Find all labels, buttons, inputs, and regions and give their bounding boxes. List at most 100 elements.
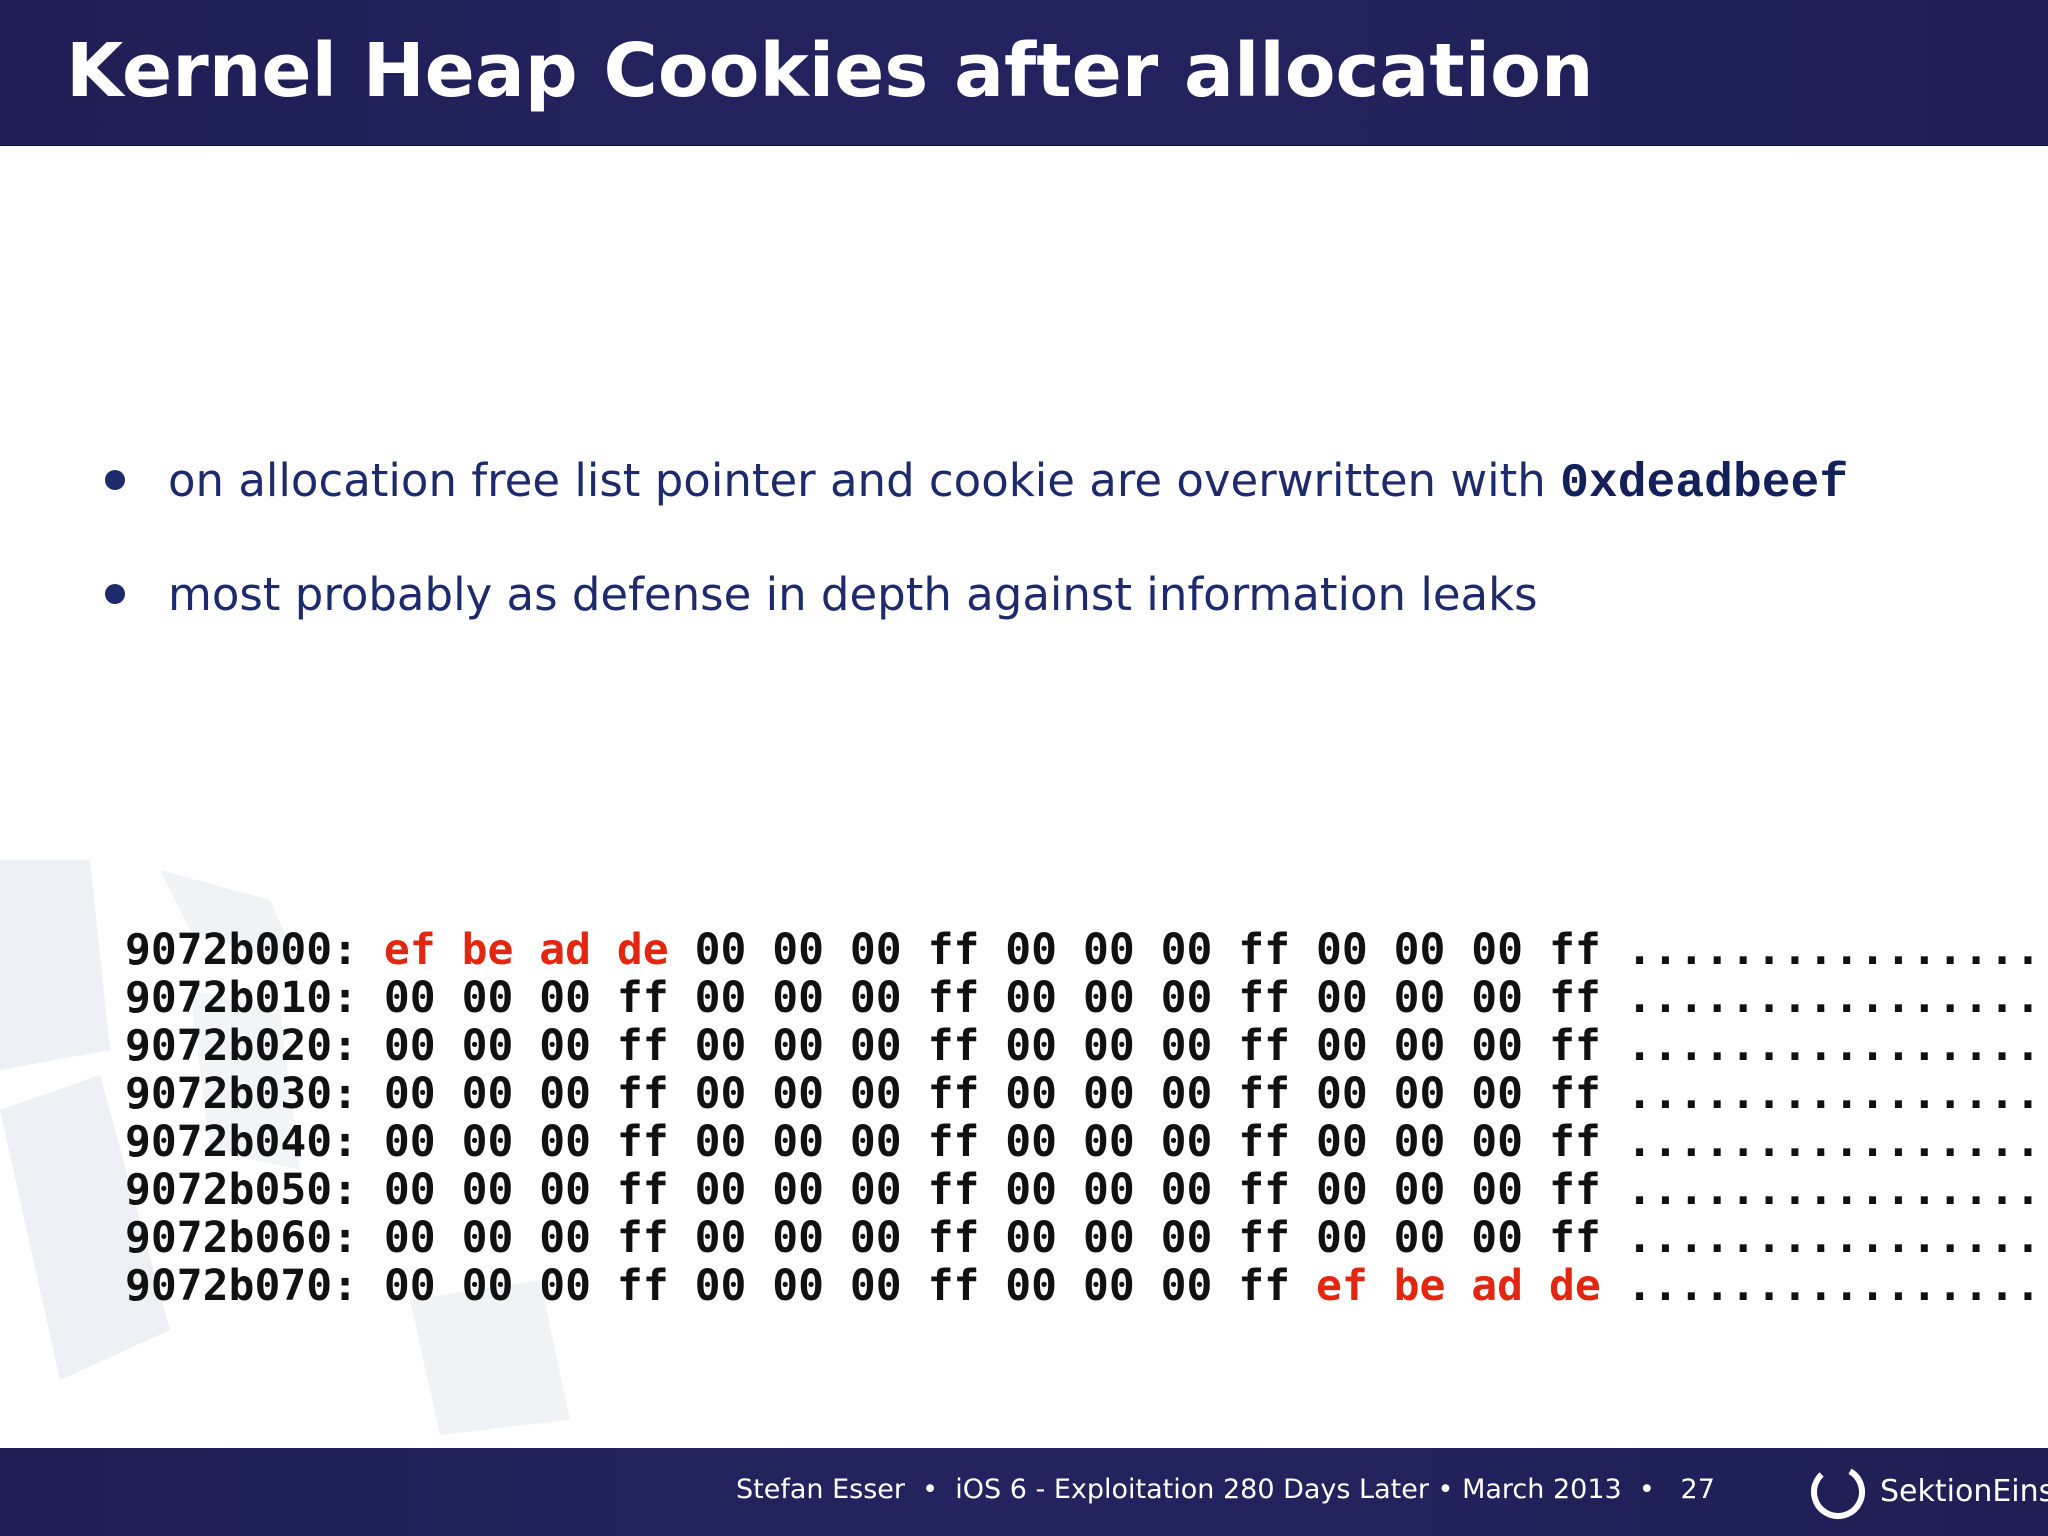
sektioneins-logo: SektionEins: [1808, 1460, 2048, 1524]
hex-byte: 00: [1471, 925, 1524, 975]
hex-byte: ff: [927, 1117, 980, 1167]
hex-byte: 00: [772, 1261, 825, 1311]
hex-byte: ff: [927, 973, 980, 1023]
hex-byte: 00: [772, 973, 825, 1023]
hex-byte: 00: [1160, 1261, 1213, 1311]
hex-byte: ef: [1315, 1261, 1368, 1311]
hex-byte: 00: [539, 1021, 592, 1071]
hex-byte: ff: [927, 1021, 980, 1071]
hex-byte: ff: [616, 1165, 669, 1215]
hex-byte: 00: [694, 1213, 747, 1263]
hex-byte: 00: [1315, 1165, 1368, 1215]
hex-byte: 00: [849, 1117, 902, 1167]
hex-byte: ff: [1548, 1213, 1601, 1263]
hex-byte: ff: [1548, 1069, 1601, 1119]
hex-row: 9072b040: 00 00 00 ff 00 00 00 ff 00 00 …: [125, 1118, 2041, 1166]
hex-byte: 00: [461, 1165, 514, 1215]
hex-byte: 00: [383, 1213, 436, 1263]
hex-byte: 00: [1471, 1165, 1524, 1215]
bullet-text: on allocation free list pointer and cook…: [168, 445, 1848, 520]
hex-address: 9072b040:: [125, 1117, 358, 1167]
hex-byte: 00: [772, 1165, 825, 1215]
hex-byte: 00: [849, 1213, 902, 1263]
hex-byte: ff: [927, 1261, 980, 1311]
hex-byte: de: [1548, 1261, 1601, 1311]
background-decoration-shapes: [0, 860, 570, 1435]
hex-address: 9072b000:: [125, 925, 358, 975]
hex-byte: 00: [772, 1021, 825, 1071]
hex-row: 9072b010: 00 00 00 ff 00 00 00 ff 00 00 …: [125, 974, 2041, 1022]
hex-byte: 00: [1082, 1069, 1135, 1119]
hex-byte: 00: [461, 1213, 514, 1263]
hex-byte: ff: [1238, 1021, 1291, 1071]
slide-title: Kernel Heap Cookies after allocation: [66, 28, 1594, 114]
hex-byte: 00: [772, 1069, 825, 1119]
footer-talk-title: iOS 6 - Exploitation 280 Days Later: [955, 1474, 1429, 1505]
hex-byte: ff: [1548, 925, 1601, 975]
hex-byte: 00: [849, 1069, 902, 1119]
hex-byte: 00: [1005, 1021, 1058, 1071]
hex-row: 9072b060: 00 00 00 ff 00 00 00 ff 00 00 …: [125, 1214, 2041, 1262]
hex-byte: 00: [461, 1069, 514, 1119]
bullet-icon: [105, 584, 125, 604]
hex-byte: 00: [1315, 973, 1368, 1023]
hex-dump: 9072b000: ef be ad de 00 00 00 ff 00 00 …: [125, 926, 2041, 1310]
hex-address: 9072b050:: [125, 1165, 358, 1215]
hex-byte: 00: [1393, 925, 1446, 975]
page-number: 27: [1680, 1474, 1715, 1505]
hex-row: 9072b070: 00 00 00 ff 00 00 00 ff 00 00 …: [125, 1262, 2041, 1310]
hex-ascii: ................: [1626, 1021, 2041, 1071]
hex-byte: 00: [383, 973, 436, 1023]
hex-byte: ff: [927, 925, 980, 975]
hex-byte: 00: [1082, 1117, 1135, 1167]
footer-text: Stefan Esser • iOS 6 - Exploitation 280 …: [736, 1468, 1715, 1512]
hex-byte: 00: [383, 1069, 436, 1119]
slide-header: Kernel Heap Cookies after allocation: [0, 0, 2048, 146]
hex-byte: 00: [1082, 1165, 1135, 1215]
hex-byte: 00: [1082, 1261, 1135, 1311]
hex-byte: 00: [1160, 1069, 1213, 1119]
hex-byte: 00: [1471, 1021, 1524, 1071]
hex-byte: ff: [1238, 1261, 1291, 1311]
hex-byte: de: [616, 925, 669, 975]
hex-ascii: ................: [1626, 1117, 2041, 1167]
bullet-list: on allocation free list pointer and cook…: [100, 445, 2000, 673]
hex-byte: 00: [1393, 1213, 1446, 1263]
hex-byte: ff: [616, 1069, 669, 1119]
hex-byte: be: [1393, 1261, 1446, 1311]
hex-byte: 00: [849, 1021, 902, 1071]
footer-separator: •: [1638, 1474, 1655, 1505]
hex-byte: 00: [1315, 1021, 1368, 1071]
hex-byte: 00: [1005, 1069, 1058, 1119]
deadbeef-code: 0xdeadbeef: [1560, 457, 1849, 511]
hex-byte: 00: [461, 1021, 514, 1071]
bullet-text: most probably as defense in depth agains…: [168, 568, 1538, 621]
hex-byte: 00: [539, 1165, 592, 1215]
hex-ascii: ................: [1626, 1213, 2041, 1263]
footer-separator: •: [922, 1474, 939, 1505]
hex-byte: 00: [539, 973, 592, 1023]
hex-byte: 00: [1471, 973, 1524, 1023]
hex-address: 9072b010:: [125, 973, 358, 1023]
bullet-icon: [105, 470, 125, 490]
footer-separator: •: [1437, 1474, 1454, 1505]
hex-byte: ff: [616, 1213, 669, 1263]
hex-byte: 00: [1471, 1117, 1524, 1167]
bullet-item-2: most probably as defense in depth agains…: [100, 559, 2000, 673]
hex-byte: ff: [927, 1165, 980, 1215]
hex-ascii: ................: [1626, 1261, 2041, 1311]
hex-byte: ff: [616, 973, 669, 1023]
hex-byte: ff: [616, 1261, 669, 1311]
hex-ascii: ................: [1626, 925, 2041, 975]
hex-byte: ff: [1548, 1021, 1601, 1071]
hex-byte: 00: [1082, 1213, 1135, 1263]
hex-byte: ff: [1238, 1213, 1291, 1263]
hex-byte: 00: [539, 1261, 592, 1311]
hex-byte: 00: [1471, 1213, 1524, 1263]
hex-byte: 00: [1315, 1213, 1368, 1263]
hex-byte: 00: [694, 1165, 747, 1215]
brand-name: SektionEins: [1880, 1474, 2048, 1509]
hex-byte: 00: [383, 1117, 436, 1167]
slide-footer: Stefan Esser • iOS 6 - Exploitation 280 …: [0, 1448, 2048, 1536]
hex-byte: ff: [616, 1021, 669, 1071]
